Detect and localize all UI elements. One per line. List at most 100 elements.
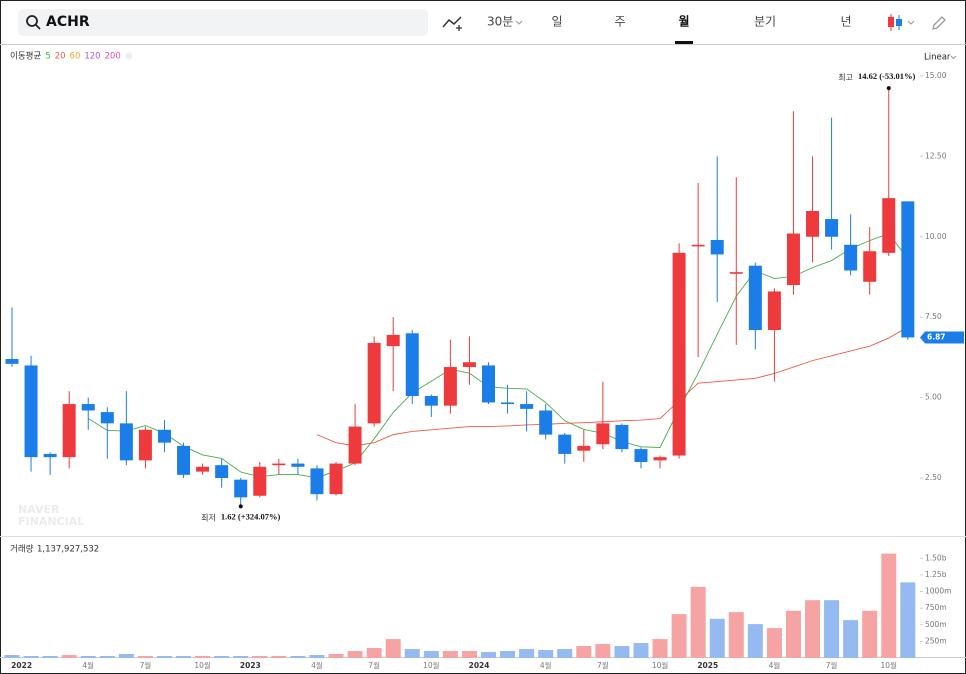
- candle-body: [119, 423, 133, 461]
- candle-body: [177, 445, 191, 475]
- y-tick-label: 2.50: [925, 473, 942, 482]
- volume-bar: [862, 610, 878, 658]
- candle-body: [748, 265, 762, 331]
- price-tag: [920, 331, 964, 344]
- candle-body: [558, 434, 572, 454]
- volume-bar: [23, 656, 39, 658]
- x-tick-label: 4월: [82, 660, 94, 670]
- x-tick-label: 2023: [240, 661, 261, 670]
- candle-body: [596, 423, 610, 445]
- candle-body: [272, 463, 286, 466]
- x-tick-label: 10월: [652, 660, 669, 670]
- volume-bar: [881, 553, 897, 658]
- candle-body: [520, 404, 534, 409]
- x-tick-label: 10월: [881, 660, 898, 670]
- indicator-button: [456, 25, 462, 31]
- x-tick-label: 2025: [697, 661, 718, 670]
- candle-body: [634, 449, 648, 462]
- period-tab[interactable]: 분기: [754, 15, 776, 29]
- annotation-value: 14.62 (-53.01%): [858, 71, 916, 81]
- legend-entry: 5: [45, 52, 50, 62]
- candle-body: [310, 468, 324, 495]
- candle-body: [539, 410, 553, 435]
- volume-bar: [519, 649, 535, 658]
- volume-bar: [385, 639, 401, 658]
- candle-body: [806, 211, 820, 237]
- candle-body: [386, 334, 400, 347]
- tab-underline: [675, 41, 693, 44]
- period-tab[interactable]: 월: [678, 14, 689, 29]
- interval[interactable]: 30분: [487, 15, 513, 29]
- candle-body: [691, 244, 705, 247]
- candle-body: [786, 233, 800, 286]
- y-tick-label: 750m: [925, 603, 947, 612]
- volume-bar: [557, 649, 573, 658]
- legend-close: [125, 52, 133, 60]
- candle-body: [138, 429, 152, 461]
- candle-body: [501, 402, 515, 405]
- candle-body: [901, 201, 915, 338]
- search-icon: [26, 15, 38, 27]
- candle-body: [863, 251, 877, 282]
- y-tick-label: 7.50: [925, 312, 942, 321]
- ma-line: [316, 326, 909, 447]
- annotation-label: 최저: [201, 512, 216, 522]
- volume-bar: [309, 655, 325, 658]
- candle-body: [443, 367, 457, 406]
- chart-type-button[interactable]: [888, 14, 915, 31]
- scale-toggle[interactable]: Linear: [924, 53, 951, 63]
- x-tick-label: 7월: [140, 660, 152, 670]
- volume-bar: [176, 656, 192, 658]
- volume-bar: [233, 656, 249, 658]
- y-tick-label: 10.00: [925, 232, 947, 241]
- x-tick-label: 7월: [597, 660, 609, 670]
- y-tick-label: 1000m: [925, 587, 951, 596]
- volume-bar: [843, 620, 859, 658]
- extreme-dot: [886, 86, 891, 91]
- x-tick-label: 4월: [540, 660, 552, 670]
- legend-entry: 120: [84, 52, 100, 62]
- legend-entry: 20: [55, 52, 66, 62]
- caret: [950, 55, 957, 60]
- x-tick-label: 2022: [11, 661, 32, 670]
- period-tab[interactable]: 일: [551, 15, 562, 29]
- volume-label: 거래량: [10, 544, 34, 555]
- volume-bar: [99, 656, 115, 658]
- search-box[interactable]: [18, 9, 428, 36]
- volume-bar: [538, 650, 554, 658]
- candle-body: [100, 412, 114, 424]
- candle-body: [367, 342, 381, 424]
- candle-body: [729, 272, 743, 274]
- candle-body: [348, 426, 362, 464]
- volume-bar: [366, 648, 382, 658]
- candle-body: [253, 466, 267, 496]
- extreme-annotation: 최고 14.62 (-53.01%): [838, 71, 915, 82]
- annotation-value: 1.62 (+324.07%): [221, 511, 281, 521]
- candle-body: [882, 198, 896, 253]
- volume-bar: [709, 618, 725, 658]
- volume-bar: [500, 651, 516, 658]
- volume-bar: [271, 656, 287, 658]
- candle-body: [767, 291, 781, 331]
- volume-bar: [42, 656, 58, 658]
- volume-bar: [252, 656, 268, 658]
- indicator-button[interactable]: [442, 16, 462, 28]
- volume-bar: [766, 628, 782, 658]
- period-tab[interactable]: 주: [614, 15, 625, 29]
- x-tick-label: 4월: [311, 660, 323, 670]
- x-tick-label: 2024: [469, 661, 490, 670]
- y-tick-label: 1.25b: [925, 570, 947, 579]
- watermark: FINANCIAL: [18, 515, 84, 528]
- draw-button[interactable]: [932, 16, 946, 30]
- candle-body: [482, 365, 495, 403]
- volume-bar: [671, 614, 687, 658]
- volume-bar: [290, 656, 306, 658]
- period-tab[interactable]: 년: [840, 15, 851, 29]
- x-tick-label: 7월: [368, 660, 380, 670]
- extreme-annotation: 최저 1.62 (+324.07%): [201, 511, 280, 522]
- candle-body: [424, 396, 438, 406]
- search-icon: [35, 24, 41, 30]
- volume-bar: [614, 646, 630, 658]
